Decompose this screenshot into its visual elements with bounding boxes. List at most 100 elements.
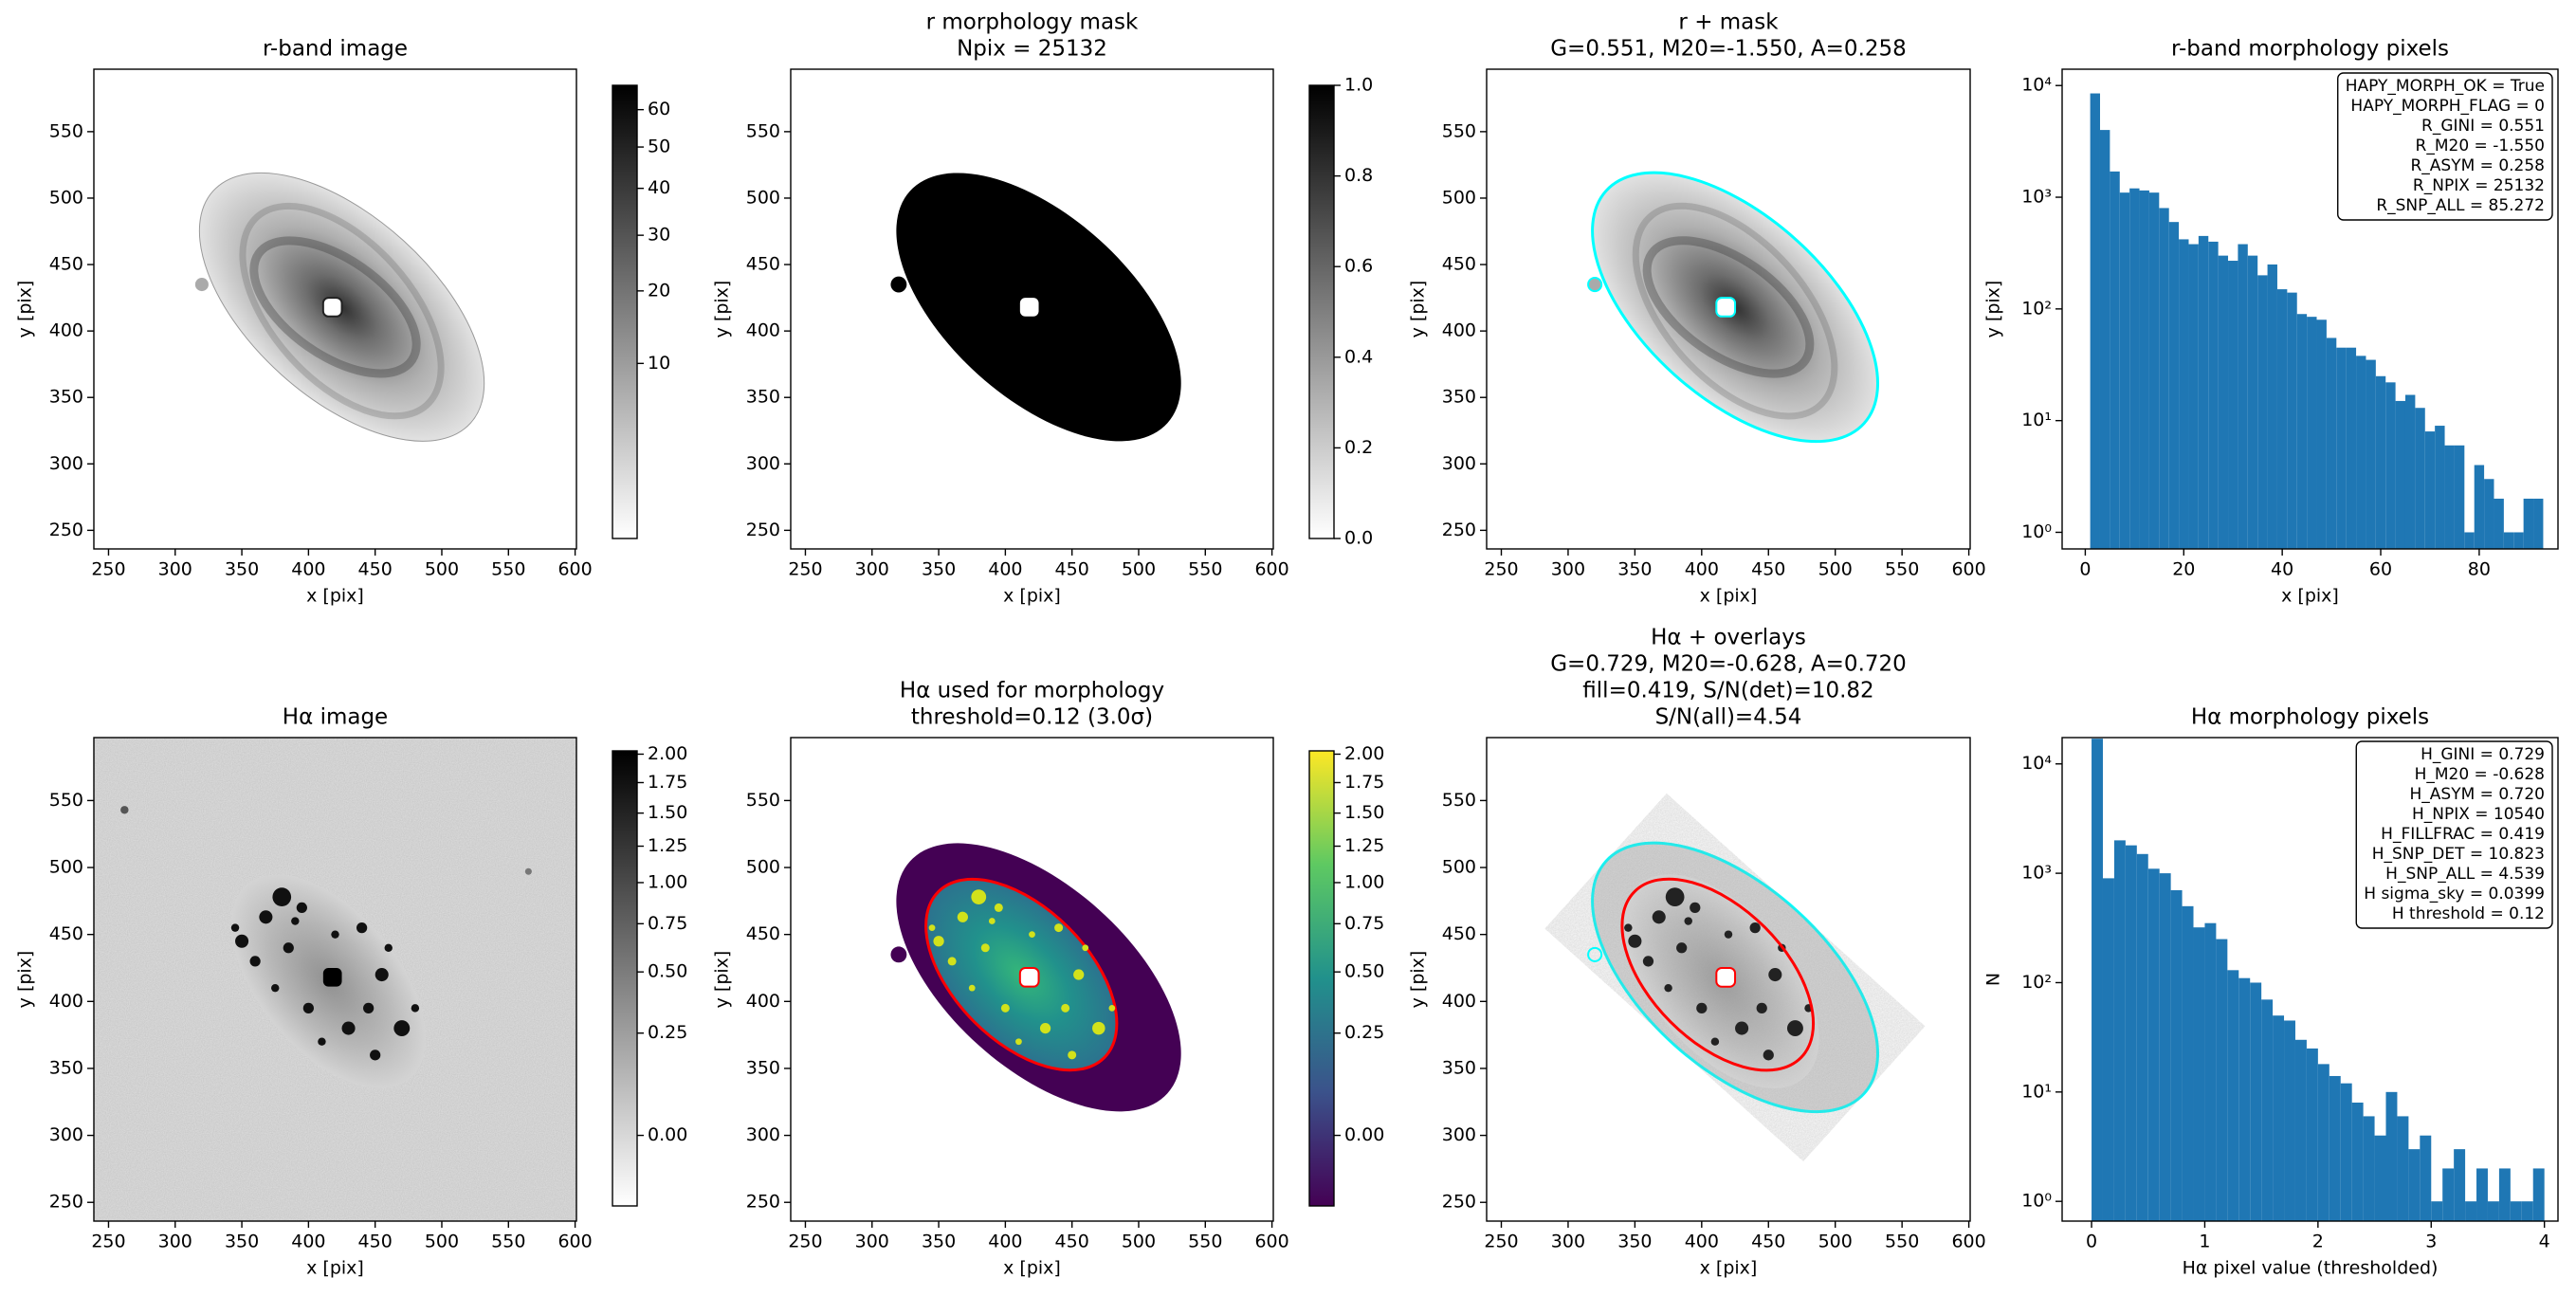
bar xyxy=(2404,394,2416,549)
annotation-line: HAPY_MORPH_FLAG = 0 xyxy=(2350,97,2545,116)
bar xyxy=(2329,1075,2341,1221)
y-tick-label: 300 xyxy=(1442,1124,1476,1145)
hii-region xyxy=(1029,931,1035,939)
y-tick-label: 10³ xyxy=(2021,863,2052,884)
hii-region xyxy=(1628,934,1642,948)
hii-region xyxy=(988,918,996,924)
bar xyxy=(2198,235,2209,549)
y-tick-label: 10¹ xyxy=(2021,1081,2052,1102)
x-tick-label: 600 xyxy=(1951,559,1985,580)
y-tick-label: 450 xyxy=(49,254,83,275)
x-tick-label: 250 xyxy=(1484,1232,1518,1252)
x-tick-label: 2 xyxy=(2312,1232,2324,1252)
annotation-line: H_SNP_DET = 10.823 xyxy=(2372,845,2545,864)
y-tick-label: 10⁴ xyxy=(2021,753,2052,774)
colorbar-tick-label: 20 xyxy=(648,280,670,301)
x-tick-label: 500 xyxy=(1122,559,1156,580)
y-axis-label: y [pix] xyxy=(15,951,36,1009)
y-tick-label: 10¹ xyxy=(2021,410,2052,430)
panel-title: G=0.729, M20=-0.628, A=0.720 xyxy=(1550,652,1907,677)
axes-frame xyxy=(1486,737,1971,1222)
colorbar-tick-label: 0.25 xyxy=(1344,1022,1384,1043)
y-axis-label: y [pix] xyxy=(1408,951,1429,1009)
colorbar xyxy=(612,84,638,539)
hii-region xyxy=(302,1002,315,1013)
y-tick-label: 300 xyxy=(746,1124,780,1145)
y-tick-label: 400 xyxy=(49,991,83,1012)
y-tick-label: 10² xyxy=(2021,298,2052,319)
hii-region xyxy=(1763,1050,1774,1061)
y-tick-label: 400 xyxy=(49,320,83,341)
spiral-arm xyxy=(1632,202,1838,420)
hii-region xyxy=(928,924,936,931)
colorbar-tick-label: 1.50 xyxy=(648,802,687,823)
annotation-line: H threshold = 0.12 xyxy=(2392,904,2545,923)
colorbar-tick-label: 50 xyxy=(648,137,670,157)
bar xyxy=(2484,479,2494,549)
y-tick-label: 450 xyxy=(49,923,83,944)
annotation-line: R_NPIX = 25132 xyxy=(2413,176,2545,195)
y-tick-label: 550 xyxy=(746,120,780,141)
panel: 250 300 350 400 450 500 550 600 250 300 350 400 450 5… xyxy=(712,679,1385,1279)
bar xyxy=(2317,1064,2329,1221)
x-tick-label: 0 xyxy=(2079,559,2091,580)
bar xyxy=(2208,241,2219,549)
x-tick-label: 1 xyxy=(2199,1232,2210,1252)
bar xyxy=(2284,1020,2295,1221)
annotation-line: R_SNP_ALL = 85.272 xyxy=(2376,196,2545,215)
bar xyxy=(2454,445,2465,549)
bar xyxy=(2193,927,2205,1221)
x-axis-label: x [pix] xyxy=(1003,1258,1061,1279)
annotation-line: H_M20 = -0.628 xyxy=(2415,765,2545,784)
bar xyxy=(2395,400,2405,549)
star xyxy=(1587,277,1603,293)
x-tick-label: 400 xyxy=(988,559,1022,580)
y-tick-label: 400 xyxy=(746,991,780,1012)
bar xyxy=(2148,192,2160,550)
x-tick-label: 250 xyxy=(788,559,822,580)
star xyxy=(890,276,907,293)
bar xyxy=(2238,244,2248,549)
bar xyxy=(2316,319,2327,549)
x-tick-label: 350 xyxy=(1617,1232,1652,1252)
x-tick-label: 300 xyxy=(158,559,192,580)
y-tick-label: 10⁰ xyxy=(2021,521,2052,542)
masked-star xyxy=(321,297,343,318)
hii-region xyxy=(1690,902,1701,914)
x-axis-label: x [pix] xyxy=(306,586,364,607)
bar xyxy=(2092,739,2103,1221)
y-tick-label: 550 xyxy=(49,790,83,811)
axes-frame xyxy=(93,737,577,1222)
x-tick-label: 60 xyxy=(2369,559,2392,580)
image xyxy=(94,738,576,1221)
bar xyxy=(2110,171,2120,549)
star xyxy=(890,946,907,963)
bar xyxy=(2188,244,2199,549)
hii-region xyxy=(1684,917,1692,925)
bar xyxy=(2273,1015,2285,1221)
y-tick-label: 10³ xyxy=(2021,187,2052,208)
annotation-line: R_M20 = -1.550 xyxy=(2416,137,2545,155)
star xyxy=(120,806,129,814)
bar xyxy=(2513,532,2524,549)
bar xyxy=(2296,314,2308,549)
x-tick-label: 500 xyxy=(425,1232,459,1252)
bar xyxy=(2363,1116,2375,1221)
y-tick-label: 500 xyxy=(1442,857,1476,878)
image xyxy=(1587,841,1879,1114)
bar xyxy=(2397,1116,2409,1221)
hii-region xyxy=(1652,910,1666,924)
x-tick-label: 600 xyxy=(557,559,592,580)
x-tick-label: 350 xyxy=(922,559,956,580)
hii-region xyxy=(1054,923,1064,933)
x-tick-label: 80 xyxy=(2468,559,2491,580)
y-axis-label: y [pix] xyxy=(15,281,36,338)
bar xyxy=(2442,1168,2455,1221)
y-tick-label: 10⁰ xyxy=(2021,1191,2052,1212)
annotation-line: H_FILLFRAC = 0.419 xyxy=(2381,825,2545,844)
masked-star xyxy=(1715,297,1737,318)
hii-region xyxy=(259,910,273,924)
bar xyxy=(2227,970,2239,1221)
panel-title: Hα image xyxy=(283,705,388,730)
